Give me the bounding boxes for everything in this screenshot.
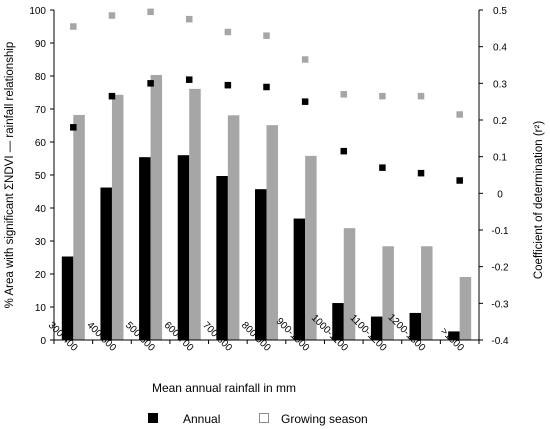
bar-annual-1 bbox=[100, 187, 112, 340]
y-tick-label-5: 50 bbox=[35, 171, 47, 182]
bar-growing-season-3 bbox=[189, 88, 201, 341]
bar-growing-season-0 bbox=[73, 114, 85, 340]
y2-tick-label-5: 0.1 bbox=[493, 153, 507, 164]
legend-label-growing-season: Growing season bbox=[281, 412, 368, 426]
bar-annual-5 bbox=[255, 189, 267, 340]
point-annual-4 bbox=[224, 81, 232, 89]
legend: Annual Growing season bbox=[148, 412, 368, 426]
point-growing-season-2 bbox=[147, 8, 154, 16]
legend-swatch-growing-season bbox=[259, 413, 269, 423]
point-annual-6 bbox=[301, 98, 309, 105]
y-tick-label-6: 60 bbox=[35, 138, 47, 149]
point-growing-season-1 bbox=[108, 12, 116, 19]
bar-growing-season-5 bbox=[266, 125, 278, 340]
point-growing-season-6 bbox=[301, 56, 309, 63]
y2-tick-label-7: 0.3 bbox=[493, 79, 507, 90]
point-growing-season-7 bbox=[340, 91, 348, 98]
y-tick-label-9: 90 bbox=[35, 39, 47, 50]
y2-tick-label-8: 0.4 bbox=[493, 43, 507, 54]
bar-annual-7 bbox=[332, 303, 344, 340]
point-annual-7 bbox=[340, 147, 348, 155]
point-annual-5 bbox=[263, 83, 270, 91]
y-tick-label-8: 80 bbox=[35, 72, 47, 83]
bar-annual-9 bbox=[409, 312, 422, 340]
bar-annual-10 bbox=[448, 331, 460, 340]
point-growing-season-4 bbox=[224, 28, 232, 36]
bar-growing-season-2 bbox=[150, 75, 163, 340]
point-growing-season-9 bbox=[417, 92, 425, 100]
legend-label-annual: Annual bbox=[183, 412, 220, 426]
bar-annual-8 bbox=[370, 316, 383, 340]
y2-tick-label-4: 0 bbox=[497, 189, 503, 200]
point-growing-season-8 bbox=[379, 92, 386, 100]
point-growing-season-10 bbox=[456, 111, 463, 118]
bar-annual-2 bbox=[139, 157, 151, 340]
y-tick-label-3: 30 bbox=[35, 237, 47, 248]
point-annual-1 bbox=[108, 92, 116, 100]
point-growing-season-0 bbox=[70, 23, 77, 30]
point-annual-2 bbox=[147, 80, 154, 87]
point-annual-0 bbox=[70, 124, 77, 131]
bar-annual-0 bbox=[61, 256, 74, 340]
legend-swatch-annual bbox=[148, 413, 158, 423]
y2-axis-title: Coefficient of determination (r²) bbox=[533, 121, 545, 279]
points-layer bbox=[70, 8, 463, 184]
y2-tick-label-6: 0.2 bbox=[493, 116, 507, 127]
point-annual-9 bbox=[417, 169, 425, 177]
y-tick-label-10: 100 bbox=[29, 6, 46, 17]
point-annual-10 bbox=[456, 177, 463, 184]
bar-growing-season-8 bbox=[382, 246, 394, 340]
y2-tick-label-0: -0.4 bbox=[491, 336, 509, 347]
y-tick-label-0: 0 bbox=[40, 336, 46, 347]
point-annual-8 bbox=[379, 164, 386, 171]
y-tick-label-2: 20 bbox=[35, 270, 47, 281]
point-annual-3 bbox=[185, 76, 193, 83]
y-tick-label-1: 10 bbox=[35, 303, 47, 314]
bar-growing-season-7 bbox=[343, 228, 356, 340]
y2-tick-label-9: 0.5 bbox=[493, 6, 507, 17]
y2-tick-label-3: -0.1 bbox=[491, 226, 509, 237]
y-axis-title: % Area with significant ΣNDVI — rainfall… bbox=[4, 42, 16, 309]
bar-growing-season-6 bbox=[305, 155, 317, 340]
bar-growing-season-10 bbox=[459, 276, 472, 340]
bars-layer bbox=[61, 75, 472, 341]
point-growing-season-3 bbox=[185, 15, 193, 23]
bar-annual-3 bbox=[177, 155, 190, 340]
y2-tick-label-1: -0.3 bbox=[491, 299, 509, 310]
bar-annual-6 bbox=[293, 218, 306, 340]
point-growing-season-5 bbox=[263, 32, 270, 39]
x-axis-title: Mean annual rainfall in mm bbox=[152, 381, 296, 395]
bar-growing-season-9 bbox=[421, 246, 433, 340]
y-tick-label-4: 40 bbox=[35, 204, 47, 215]
bar-annual-4 bbox=[216, 175, 228, 340]
bar-growing-season-1 bbox=[111, 94, 124, 340]
y2-tick-label-2: -0.2 bbox=[491, 263, 509, 274]
y-tick-label-7: 70 bbox=[35, 105, 47, 116]
bar-growing-season-4 bbox=[227, 115, 240, 341]
